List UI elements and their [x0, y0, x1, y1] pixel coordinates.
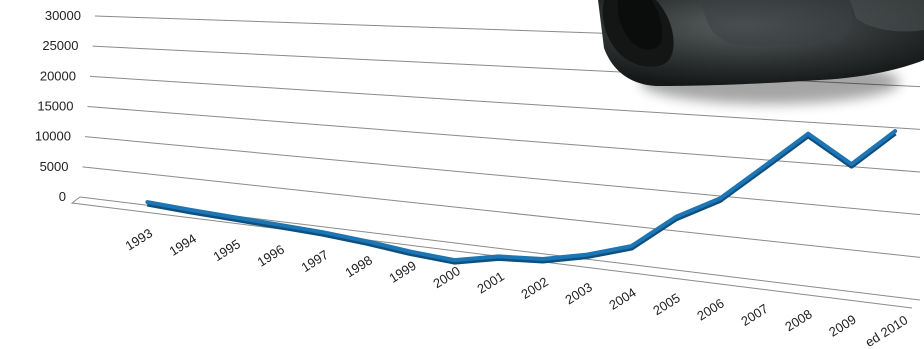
x-tick-label: 1994 [167, 231, 199, 259]
y-tick-label: 0 [59, 189, 66, 204]
y-tick-label: 30000 [45, 8, 81, 23]
data-point [806, 131, 810, 136]
x-tick-label: 1993 [123, 225, 155, 253]
data-point [277, 222, 281, 227]
data-point [541, 257, 545, 261]
x-tick-label: 2003 [562, 279, 594, 307]
y-tick-label: 20000 [40, 68, 76, 83]
x-tick-label: 2001 [474, 269, 506, 297]
y-tick-label: 15000 [37, 99, 73, 114]
data-point [408, 249, 413, 254]
data-point [364, 239, 369, 243]
data-point [762, 164, 766, 169]
series-layer [145, 129, 898, 265]
binoculars-icon [598, 0, 924, 104]
x-tick-label: 2007 [738, 301, 770, 329]
data-point [233, 215, 237, 220]
y-tick-label: 10000 [35, 129, 71, 144]
x-tick-label: 2005 [650, 290, 682, 318]
x-tick-label: 2008 [782, 306, 814, 334]
x-tick-label: 1997 [298, 247, 330, 275]
x-tick-label: 2006 [694, 296, 726, 324]
gridline-10000 [84, 136, 921, 216]
y-tick-label: 25000 [42, 38, 78, 53]
data-point [893, 129, 897, 133]
x-tick-label: ed 2010 [863, 312, 911, 349]
data-point [585, 252, 589, 257]
x-tick-label: 1995 [211, 236, 243, 264]
data-point [629, 244, 634, 248]
data-point [321, 230, 325, 235]
x-tick-label: 1998 [342, 252, 374, 280]
y-axis-tick-labels: 30000 25000 20000 15000 10000 5000 0 [35, 8, 81, 204]
data-point [496, 254, 501, 259]
data-point [718, 196, 722, 201]
x-tick-label: 2000 [430, 263, 462, 291]
series-line [145, 129, 898, 263]
x-tick-label: 2002 [518, 274, 550, 302]
gridline-15000 [87, 106, 921, 173]
x-tick-label: 1996 [255, 242, 287, 270]
data-point [145, 200, 150, 204]
data-point [674, 215, 678, 219]
data-point [452, 258, 457, 262]
x-tick-label: 2009 [826, 312, 858, 340]
x-tick-label: 1999 [386, 258, 418, 286]
x-tick-label: 2004 [606, 285, 638, 313]
data-point [189, 208, 194, 212]
gridline-20000 [89, 75, 921, 130]
data-point [849, 162, 854, 166]
floor-edge [70, 196, 913, 309]
gridline-5000 [82, 166, 921, 258]
y-tick-label: 5000 [40, 159, 69, 174]
